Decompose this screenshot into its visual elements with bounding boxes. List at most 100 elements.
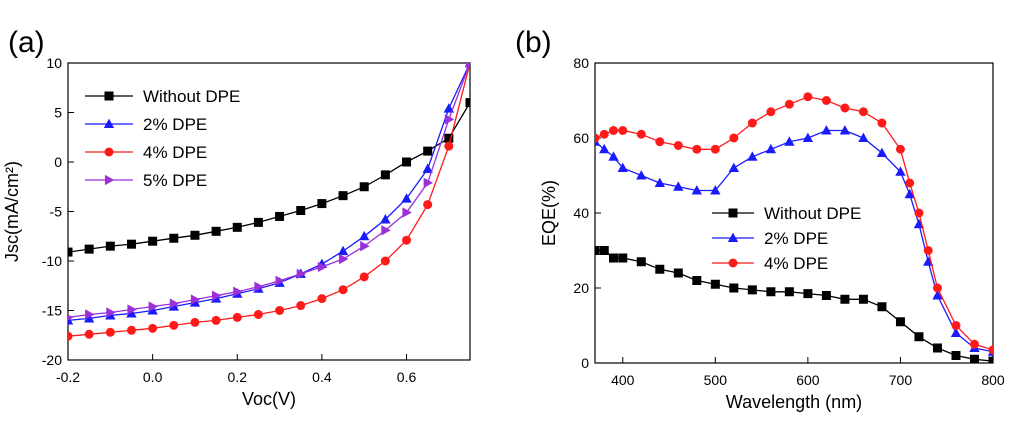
- data-point-a: [275, 211, 285, 221]
- data-point-a: [359, 182, 369, 192]
- data-point-a: [85, 309, 95, 320]
- data-point-b: [877, 302, 887, 312]
- data-point-a: [465, 98, 470, 108]
- data-point-b: [858, 107, 868, 117]
- data-point-b: [950, 327, 962, 338]
- y-tick-label-a: 0: [54, 154, 62, 170]
- legend-label: Without DPE: [143, 87, 240, 106]
- y-tick-label-b: 80: [573, 55, 589, 71]
- data-point-a: [296, 268, 307, 280]
- data-point-a: [68, 247, 73, 257]
- data-point-b: [636, 170, 647, 180]
- x-axis-label-a: Voc(V): [242, 389, 296, 409]
- data-point-b: [747, 285, 757, 295]
- data-point-b: [858, 132, 869, 143]
- data-point-a: [68, 331, 73, 341]
- data-point-a: [169, 298, 180, 309]
- data-point-b: [821, 96, 831, 105]
- panel-label-a: (a): [8, 26, 45, 59]
- x-tick-label-a: -0.2: [56, 369, 80, 385]
- legend-marker: [727, 232, 739, 243]
- data-point-b: [655, 264, 665, 274]
- y-tick-label-a: 10: [46, 55, 62, 71]
- data-point-a: [422, 163, 433, 173]
- data-point-b: [840, 294, 850, 304]
- legend-label: 2% DPE: [143, 115, 207, 134]
- data-point-b: [905, 178, 915, 188]
- legend-a: Without DPE 2% DPE 4% DPE 5% DPE: [85, 87, 240, 190]
- data-point-a: [296, 301, 306, 311]
- data-point-b: [784, 136, 795, 146]
- data-point-a: [444, 141, 454, 151]
- x-tick-label-b: 500: [704, 372, 728, 388]
- data-point-a: [169, 233, 179, 243]
- data-point-b: [673, 141, 683, 150]
- data-point-b: [618, 253, 628, 263]
- data-point-a: [126, 325, 136, 335]
- data-point-b: [673, 268, 683, 278]
- data-point-a: [423, 200, 433, 210]
- legend-marker: [104, 91, 114, 101]
- data-point-b: [710, 185, 721, 195]
- series-line-a: [68, 63, 470, 319]
- data-point-a: [212, 290, 222, 301]
- data-point-a: [254, 281, 264, 292]
- legend-marker: [104, 147, 114, 157]
- data-point-a: [211, 226, 221, 236]
- x-tick-label-a: 0.0: [143, 369, 163, 385]
- data-point-b: [932, 343, 942, 353]
- data-point-a: [233, 286, 243, 297]
- data-point-b: [895, 166, 906, 176]
- legend-label: 5% DPE: [143, 171, 207, 190]
- data-point-a: [190, 317, 200, 327]
- series-group-b: [595, 92, 993, 363]
- data-point-a: [317, 199, 327, 209]
- chart-a: (a) -0.2 0.0 0.2 0.4 0.6 -20 -15 -10 -5 0 5 10 Voc(V…: [2, 26, 471, 409]
- data-point-a: [232, 312, 242, 322]
- data-point-a: [443, 103, 455, 113]
- data-point-a: [444, 114, 455, 125]
- y-tick-label-b: 40: [573, 205, 589, 221]
- data-point-a: [359, 230, 370, 241]
- data-point-b: [923, 246, 933, 255]
- data-point-b: [691, 185, 702, 195]
- data-point-b: [617, 162, 628, 173]
- data-point-b: [692, 144, 702, 154]
- data-point-b: [595, 136, 601, 146]
- data-point-b: [877, 118, 887, 128]
- data-point-b: [692, 276, 702, 285]
- data-point-a: [84, 329, 94, 339]
- data-point-b: [951, 321, 961, 330]
- data-point-b: [728, 162, 740, 173]
- data-point-a: [337, 245, 349, 256]
- data-point-b: [710, 279, 720, 289]
- panel-label-b: (b): [515, 26, 552, 59]
- data-point-b: [595, 133, 600, 143]
- y-axis-label-a: Jsc(mA/cm²): [2, 161, 22, 262]
- data-point-a: [423, 177, 434, 188]
- data-point-a: [190, 230, 200, 240]
- x-tick-label-b: 400: [611, 372, 635, 388]
- data-point-a: [253, 309, 263, 319]
- data-point-b: [595, 246, 600, 255]
- data-point-b: [904, 188, 915, 199]
- data-point-b: [729, 133, 739, 143]
- data-point-a: [68, 314, 74, 321]
- data-point-b: [636, 129, 646, 139]
- legend-marker: [728, 258, 738, 268]
- y-tick-label-a: 5: [54, 105, 62, 121]
- data-point-b: [784, 99, 794, 109]
- chart-b: (b) 400 500 600 700 800 0 20 40 60 80 Wavelength (…: [515, 26, 1005, 412]
- data-point-a: [338, 191, 348, 201]
- data-point-b: [839, 125, 851, 135]
- data-point-b: [747, 118, 757, 128]
- x-tick-label-a: 0.2: [228, 369, 248, 385]
- data-point-b: [988, 345, 993, 355]
- data-point-a: [339, 253, 349, 265]
- x-tick-label-b: 600: [796, 372, 820, 388]
- data-point-a: [148, 301, 159, 312]
- data-point-b: [932, 283, 942, 293]
- data-point-b: [895, 144, 905, 154]
- data-point-a: [359, 272, 369, 282]
- data-point-a: [105, 327, 115, 337]
